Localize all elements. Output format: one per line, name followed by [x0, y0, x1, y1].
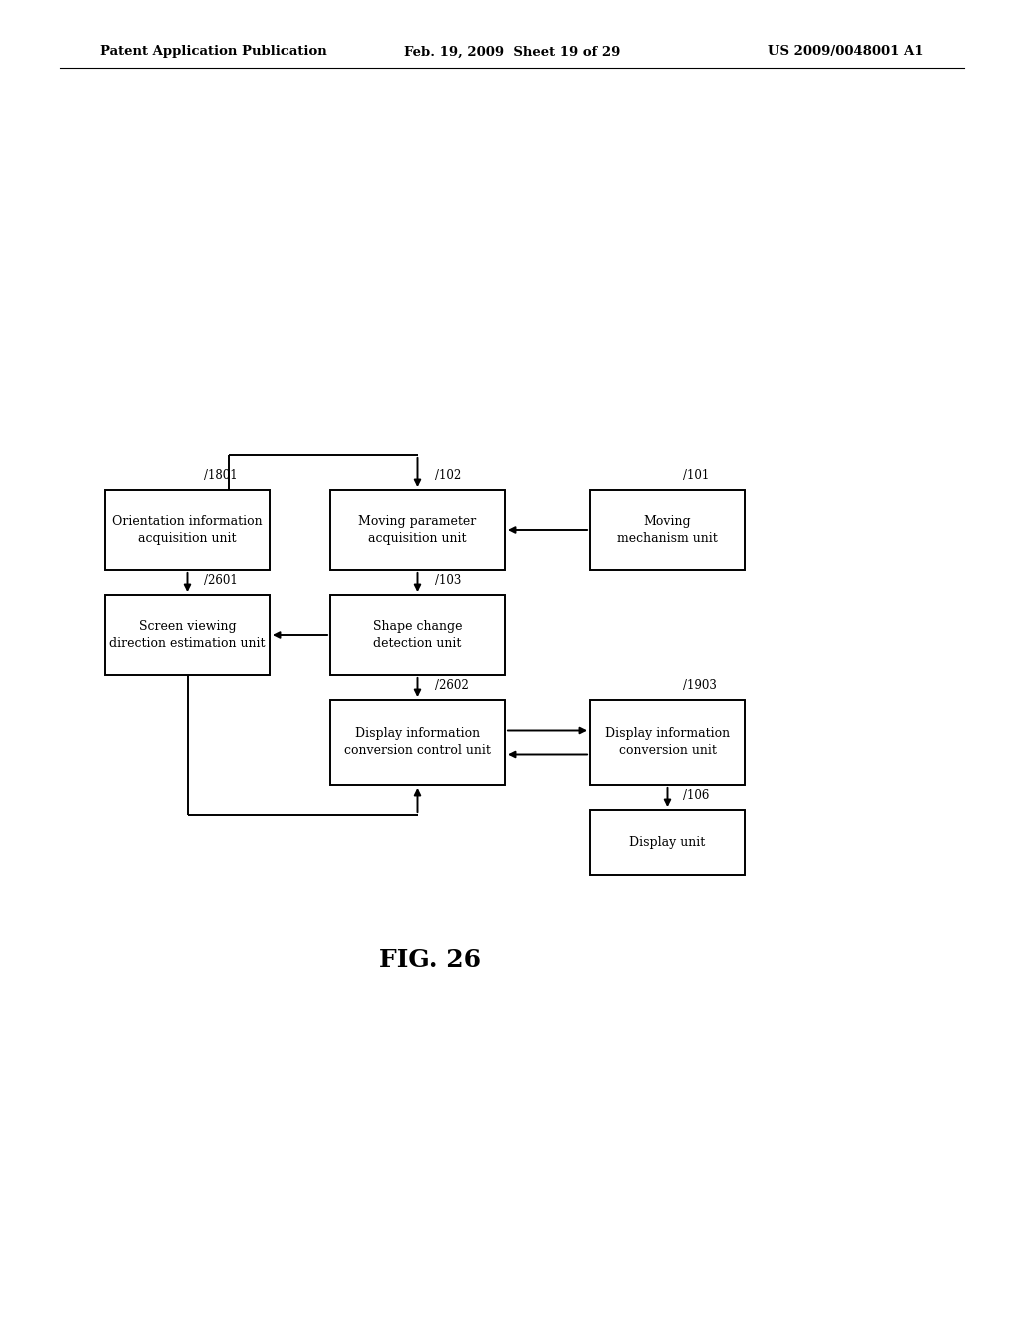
Text: /101: /101 — [683, 469, 710, 482]
Text: /103: /103 — [435, 574, 462, 587]
Bar — [590, 700, 745, 785]
Text: Patent Application Publication: Patent Application Publication — [100, 45, 327, 58]
Bar — [330, 700, 505, 785]
Text: Shape change
detection unit: Shape change detection unit — [373, 620, 462, 649]
Bar — [590, 490, 745, 570]
Bar — [105, 490, 270, 570]
Text: /1903: /1903 — [683, 678, 717, 692]
Text: Display unit: Display unit — [630, 836, 706, 849]
Bar — [590, 810, 745, 875]
Text: Display information
conversion control unit: Display information conversion control u… — [344, 727, 490, 758]
Text: FIG. 26: FIG. 26 — [379, 948, 481, 972]
Text: US 2009/0048001 A1: US 2009/0048001 A1 — [768, 45, 924, 58]
Text: /1801: /1801 — [204, 469, 238, 482]
Text: /106: /106 — [683, 789, 710, 803]
Text: Display information
conversion unit: Display information conversion unit — [605, 727, 730, 758]
Text: /2602: /2602 — [435, 678, 469, 692]
Bar — [105, 595, 270, 675]
Bar — [330, 490, 505, 570]
Text: Feb. 19, 2009  Sheet 19 of 29: Feb. 19, 2009 Sheet 19 of 29 — [403, 45, 621, 58]
Text: Moving
mechanism unit: Moving mechanism unit — [617, 515, 718, 545]
Text: Screen viewing
direction estimation unit: Screen viewing direction estimation unit — [110, 620, 266, 649]
Text: /2601: /2601 — [204, 574, 238, 587]
Text: Orientation information
acquisition unit: Orientation information acquisition unit — [113, 515, 263, 545]
Text: Moving parameter
acquisition unit: Moving parameter acquisition unit — [358, 515, 476, 545]
Text: /102: /102 — [435, 469, 461, 482]
Bar — [330, 595, 505, 675]
